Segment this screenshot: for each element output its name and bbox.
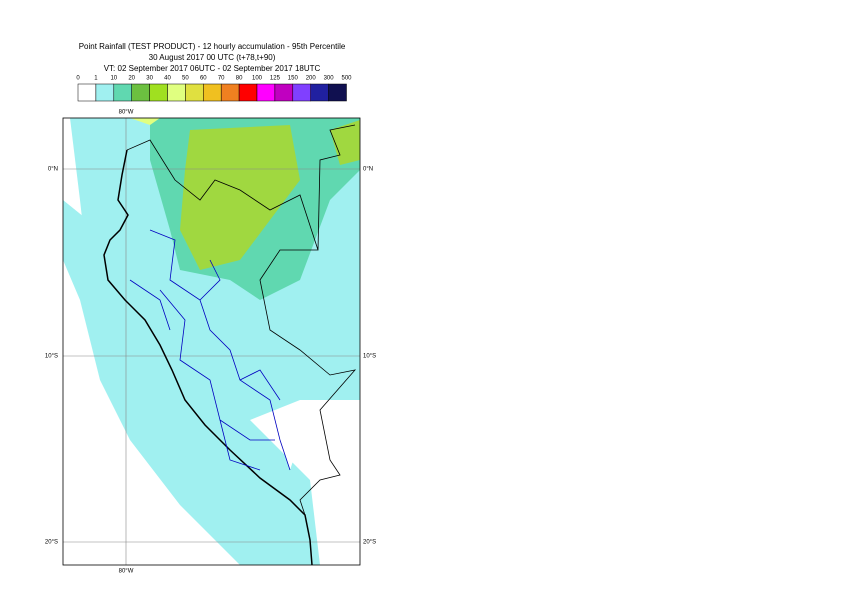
legend-label: 300 — [324, 76, 335, 82]
legend-label: 500 — [341, 76, 352, 82]
lat-label: 0°N — [363, 167, 373, 173]
south-dry — [250, 400, 360, 565]
lat-label: 10°S — [363, 354, 376, 360]
legend-swatch — [113, 83, 132, 102]
legend-label: 30 — [146, 76, 153, 82]
lat-label: 20°S — [363, 540, 376, 546]
legend-swatch — [167, 83, 186, 102]
legend-swatch — [292, 83, 311, 102]
lat-label: 10°S — [45, 354, 58, 360]
legend-label: 10 — [110, 76, 117, 82]
map: 80°W 80°W 0°N 0°N 10°S 10°S 20°S 20°S — [45, 110, 376, 575]
legend-swatch — [77, 83, 97, 102]
title-line: 30 August 2017 00 UTC (t+78,t+90) — [149, 53, 276, 62]
legend-label: 80 — [236, 76, 243, 82]
rain-40 — [130, 118, 160, 125]
lon-label: 80°W — [119, 569, 134, 575]
legend-label: 40 — [164, 76, 171, 82]
legend-swatch — [274, 83, 294, 102]
ocean-rain — [63, 200, 290, 565]
legend-label: 200 — [306, 76, 317, 82]
title-line: Point Rainfall (TEST PRODUCT) - 12 hourl… — [79, 42, 346, 51]
legend-swatch — [149, 83, 168, 102]
legend-label: 150 — [288, 76, 299, 82]
legend-label: 60 — [200, 76, 207, 82]
dry-patch — [280, 440, 300, 470]
legend-swatch — [185, 83, 204, 102]
legend-label: 100 — [252, 76, 263, 82]
legend-label: 125 — [270, 76, 281, 82]
legend-swatch — [328, 83, 347, 102]
regions — [129, 229, 291, 471]
legend-label: 1 — [94, 76, 98, 82]
lat-label: 20°S — [45, 540, 58, 546]
borders — [126, 124, 357, 516]
legend-label: 20 — [128, 76, 135, 82]
coastline — [103, 149, 313, 566]
title-line: VT: 02 September 2017 06UTC - 02 Septemb… — [104, 64, 321, 73]
legend-label: 50 — [182, 76, 189, 82]
legend-swatch — [310, 83, 329, 102]
lat-label: 0°N — [48, 167, 58, 173]
legend-swatch — [220, 83, 240, 102]
legend-swatch — [203, 83, 222, 102]
lon-label: 80°W — [119, 110, 134, 116]
legend-swatch — [95, 83, 115, 102]
ocean-dry — [63, 118, 260, 565]
legend-label: 0 — [76, 76, 80, 82]
legend-swatch — [238, 83, 258, 102]
map-frame — [62, 117, 361, 566]
rain-20 — [180, 125, 300, 270]
legend-label: 70 — [218, 76, 225, 82]
legend-swatch — [131, 83, 150, 102]
rain-20b — [330, 120, 360, 165]
legend: 0 1 10 20 30 40 50 60 70 80 100 125 150 200 300 500 — [76, 76, 352, 102]
legend-swatch — [256, 83, 276, 102]
